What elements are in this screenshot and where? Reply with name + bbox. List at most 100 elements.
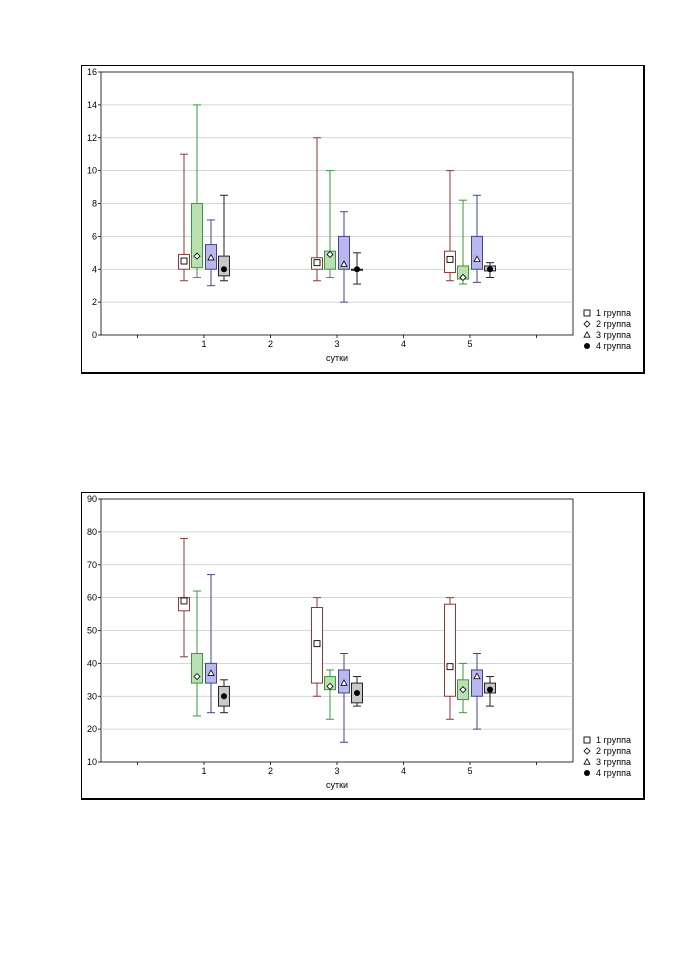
legend-label: 4 группа: [596, 341, 631, 351]
box-group: [324, 170, 336, 278]
x-tick-label: 2: [268, 766, 273, 776]
legend-marker: [583, 747, 591, 755]
y-tick-label: 0: [92, 330, 97, 340]
median-marker: [221, 693, 227, 700]
legend-label: 3 группа: [596, 757, 631, 767]
x-tick-label: 3: [334, 339, 339, 349]
box-iqr: [471, 669, 483, 697]
y-tick-label: 6: [92, 231, 97, 241]
legend-label: 2 группа: [596, 319, 631, 329]
legend-marker: [584, 343, 590, 349]
box-group: [444, 597, 456, 720]
median-marker: [340, 260, 348, 267]
median-marker: [473, 672, 481, 680]
median-marker: [193, 252, 201, 260]
box-group: [311, 137, 323, 282]
median-marker: [193, 672, 201, 681]
box-group: [444, 170, 456, 282]
y-tick-label: 80: [87, 527, 97, 537]
y-tick-label: 12: [87, 133, 97, 143]
box-group: [484, 676, 496, 707]
median-marker: [354, 266, 360, 273]
box-iqr: [338, 235, 350, 270]
box-group: [471, 653, 483, 730]
y-tick-label: 60: [87, 593, 97, 603]
y-tick-label: 50: [87, 626, 97, 636]
y-tick-label: 70: [87, 560, 97, 570]
legend-marker: [583, 309, 591, 317]
legend-marker: [583, 330, 591, 338]
x-tick-label: 4: [401, 766, 406, 776]
median-marker: [446, 255, 454, 263]
median-marker: [207, 253, 215, 261]
median-marker: [313, 259, 321, 267]
box-group: [218, 679, 230, 714]
box-group: [191, 590, 203, 717]
y-tick-label: 14: [87, 100, 97, 110]
median-marker: [313, 640, 321, 648]
legend-marker: [583, 736, 591, 744]
box-iqr: [191, 653, 203, 684]
box-group: [324, 669, 336, 720]
box-iqr: [444, 603, 456, 697]
box-group: [191, 104, 203, 278]
y-tick-label: 40: [87, 658, 97, 668]
y-tick-label: 20: [87, 724, 97, 734]
box-iqr: [191, 203, 203, 269]
legend-label: 1 группа: [596, 735, 631, 745]
y-tick-label: 30: [87, 691, 97, 701]
box-group: [351, 252, 363, 285]
y-tick-label: 4: [92, 264, 97, 274]
y-tick-label: 10: [87, 757, 97, 767]
legend-marker: [583, 320, 591, 328]
box-group: [205, 574, 217, 714]
legend-label: 2 группа: [596, 746, 631, 756]
median-marker: [340, 679, 348, 686]
box-group: [338, 653, 350, 743]
box-group: [351, 676, 363, 707]
box-iqr: [471, 235, 483, 270]
legend-label: 1 группа: [596, 308, 631, 318]
median-marker: [446, 663, 454, 671]
box-group: [205, 219, 217, 287]
y-tick-label: 90: [87, 494, 97, 504]
x-tick-label: 2: [268, 339, 273, 349]
x-tick-label: 3: [334, 766, 339, 776]
box-group: [457, 662, 469, 714]
median-marker: [180, 597, 188, 605]
legend-marker: [583, 757, 591, 765]
box-group: [457, 199, 469, 285]
median-marker: [326, 682, 334, 690]
median-marker: [326, 250, 334, 259]
box-group: [178, 537, 190, 658]
chart-panel-bottom: 10 20 30 40 50 60 70 80 90 1 2 3 4 5 сутки 1 группа 2 гр…: [81, 492, 645, 800]
box-group: [311, 597, 323, 697]
median-marker: [221, 266, 227, 273]
box-group: [338, 211, 350, 303]
box-group: [178, 153, 190, 282]
x-tick-label: 4: [401, 339, 406, 349]
box-group: [471, 194, 483, 283]
x-axis-label: сутки: [326, 353, 348, 363]
y-tick-label: 2: [92, 297, 97, 307]
median-marker: [487, 686, 493, 693]
box-group: [484, 262, 496, 278]
median-marker: [459, 273, 467, 282]
y-tick-label: 8: [92, 199, 97, 209]
median-marker: [487, 266, 493, 273]
y-tick-label: 16: [87, 67, 97, 77]
x-tick-label: 1: [201, 766, 206, 776]
chart-panel-top: 0 2 4 6 8 10 12 14 16 1 2 3 4 5 сутки 1 группа 2 группа 3…: [81, 65, 645, 374]
x-tick-label: 5: [467, 339, 472, 349]
x-tick-label: 5: [467, 766, 472, 776]
legend-marker: [584, 770, 590, 776]
legend-label: 4 группа: [596, 768, 631, 778]
legend-label: 3 группа: [596, 330, 631, 340]
y-tick-label: 10: [87, 166, 97, 176]
box-iqr: [218, 255, 230, 277]
median-marker: [473, 255, 481, 262]
x-tick-label: 1: [201, 339, 206, 349]
median-marker: [180, 257, 188, 265]
